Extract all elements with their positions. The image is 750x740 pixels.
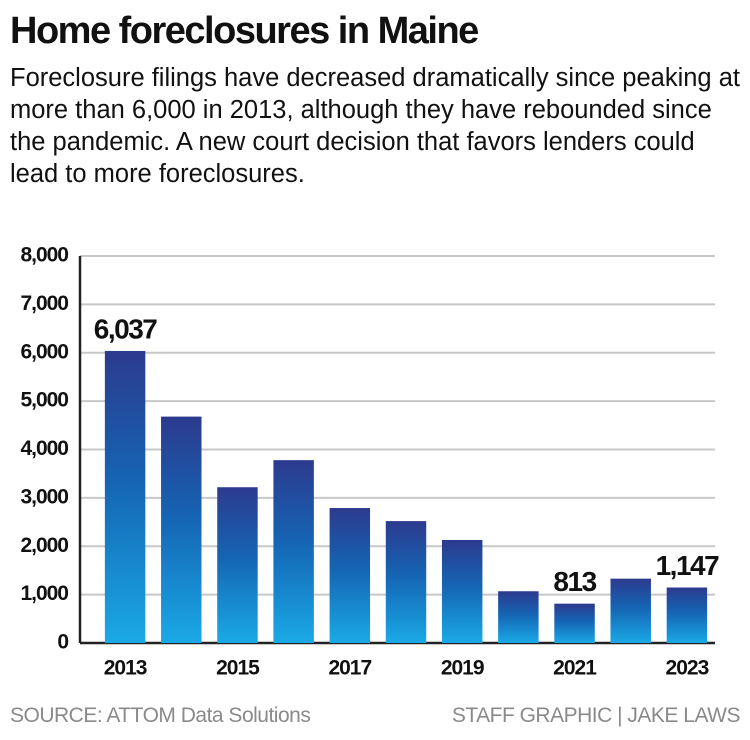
chart-title: Home foreclosures in Maine [10, 10, 479, 52]
bar [329, 508, 371, 643]
value-label: 813 [553, 566, 596, 597]
bar [554, 603, 595, 643]
x-tick-label: 2019 [441, 657, 484, 680]
bar [217, 487, 258, 643]
bar [104, 350, 146, 643]
bar [441, 539, 483, 643]
value-label: 6,037 [94, 313, 157, 344]
x-tick-label: 2017 [328, 657, 371, 680]
bar [610, 578, 651, 643]
y-tick-label: 8,000 [20, 244, 68, 267]
y-tick-label: 2,000 [20, 534, 68, 557]
y-tick-label: 0 [57, 631, 68, 654]
y-tick-label: 7,000 [20, 292, 68, 315]
bar [385, 521, 427, 643]
x-tick-label: 2021 [553, 657, 597, 680]
y-tick-label: 1,000 [20, 582, 68, 605]
y-tick-label: 3,000 [20, 485, 68, 508]
bar [498, 591, 539, 643]
y-tick-label: 5,000 [20, 389, 68, 412]
x-tick-label: 2013 [104, 657, 147, 680]
source-note: SOURCE: ATTOM Data Solutions [10, 704, 311, 727]
value-label: 1,147 [656, 550, 719, 581]
x-tick-label: 2023 [666, 657, 709, 680]
bar [273, 460, 314, 643]
bar [161, 416, 202, 643]
chart-subtitle: Foreclosure filings have decreased drama… [10, 64, 740, 188]
x-tick-label: 2015 [216, 657, 260, 680]
y-tick-label: 4,000 [20, 437, 68, 460]
y-tick-label: 6,000 [20, 340, 68, 363]
bar [666, 587, 708, 643]
credit-note: STAFF GRAPHIC | JAKE LAWS [451, 704, 741, 727]
